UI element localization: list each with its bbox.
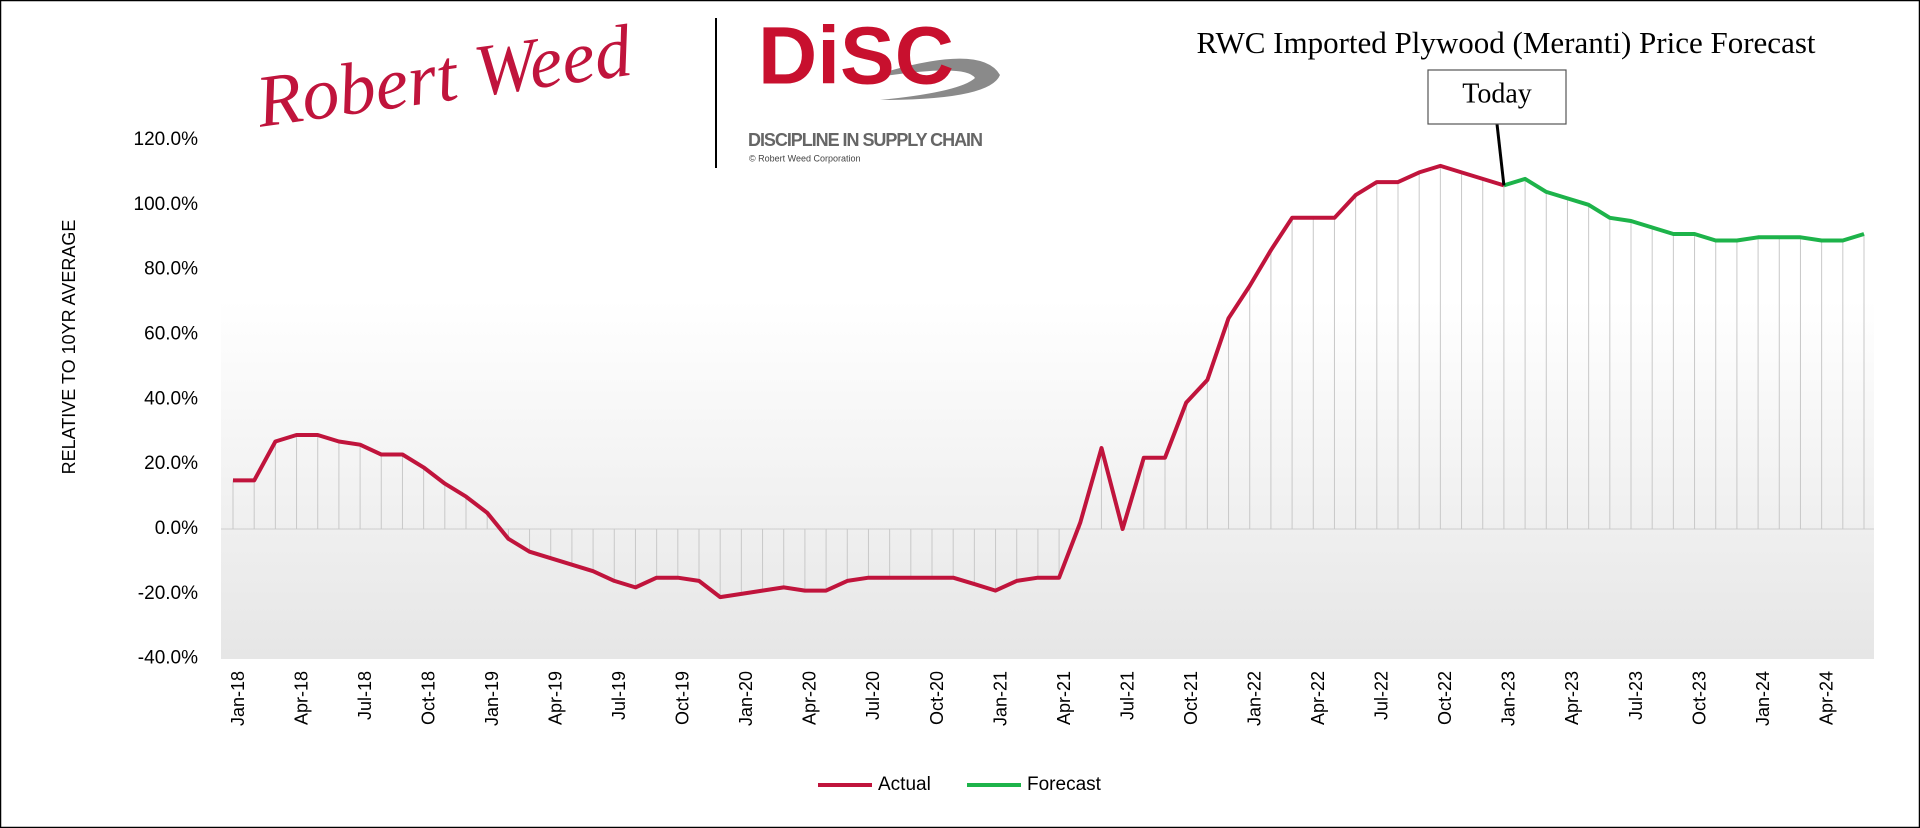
logo-copyright: © Robert Weed Corporation: [749, 153, 861, 163]
logo-swoosh: [860, 58, 1000, 100]
x-tick-label: Apr-21: [1054, 671, 1074, 725]
x-tick-label: Apr-22: [1308, 671, 1328, 725]
x-tick-label: Oct-20: [927, 671, 947, 725]
y-tick-label: -20.0%: [138, 583, 198, 604]
x-tick-label: Jul-18: [355, 671, 375, 720]
x-tick-label: Apr-20: [800, 671, 820, 725]
logo-mark: DiSC: [758, 11, 954, 102]
series-line: [1503, 176, 1865, 243]
x-tick-label: Jan-21: [990, 671, 1010, 726]
x-tick-label: Apr-23: [1562, 671, 1582, 725]
x-tick-label: Jul-20: [863, 671, 883, 720]
annotation-text: Today: [1462, 78, 1532, 109]
y-tick-label: 80.0%: [144, 259, 198, 280]
y-tick-label: -40.0%: [138, 648, 198, 669]
x-tick-label: Jul-23: [1626, 671, 1646, 720]
chart-title: RWC Imported Plywood (Meranti) Price For…: [1196, 25, 1815, 60]
x-tick-label: Jan-23: [1499, 671, 1519, 726]
x-tick-label: Jul-22: [1372, 671, 1392, 720]
annotation-box: [1427, 69, 1567, 125]
y-tick-label: 120.0%: [134, 129, 199, 150]
x-tick-label: Apr-18: [291, 671, 311, 725]
annotation-pointer: [1495, 123, 1506, 186]
legend-label: Forecast: [1027, 774, 1102, 795]
x-tick-label: Oct-23: [1689, 671, 1709, 725]
x-tick-label: Oct-21: [1181, 671, 1201, 725]
series-line: [233, 163, 1505, 600]
x-tick-label: Oct-19: [673, 671, 693, 725]
y-tick-label: 60.0%: [144, 324, 198, 345]
x-tick-label: Jan-18: [228, 671, 248, 726]
plot-background: [221, 300, 1874, 659]
x-tick-label: Jan-20: [736, 671, 756, 726]
x-tick-label: Apr-24: [1816, 671, 1836, 725]
x-tick-label: Oct-18: [418, 671, 438, 725]
x-tick-label: Jan-19: [482, 671, 502, 726]
y-tick-label: 100.0%: [134, 194, 199, 215]
logo-tagline: DISCIPLINE IN SUPPLY CHAIN: [748, 130, 983, 150]
x-tick-label: Oct-22: [1435, 671, 1455, 725]
x-tick-label: Jul-21: [1117, 671, 1137, 720]
y-axis-title: RELATIVE TO 10YR AVERAGE: [59, 220, 79, 475]
x-tick-label: Jan-22: [1244, 671, 1264, 726]
x-tick-label: Jul-19: [609, 671, 629, 720]
y-tick-label: 20.0%: [144, 453, 198, 474]
y-tick-label: 0.0%: [155, 518, 198, 539]
y-tick-label: 40.0%: [144, 388, 198, 409]
legend-label: Actual: [878, 774, 931, 795]
x-tick-label: Apr-19: [545, 671, 565, 725]
x-tick-label: Jan-24: [1753, 671, 1773, 726]
